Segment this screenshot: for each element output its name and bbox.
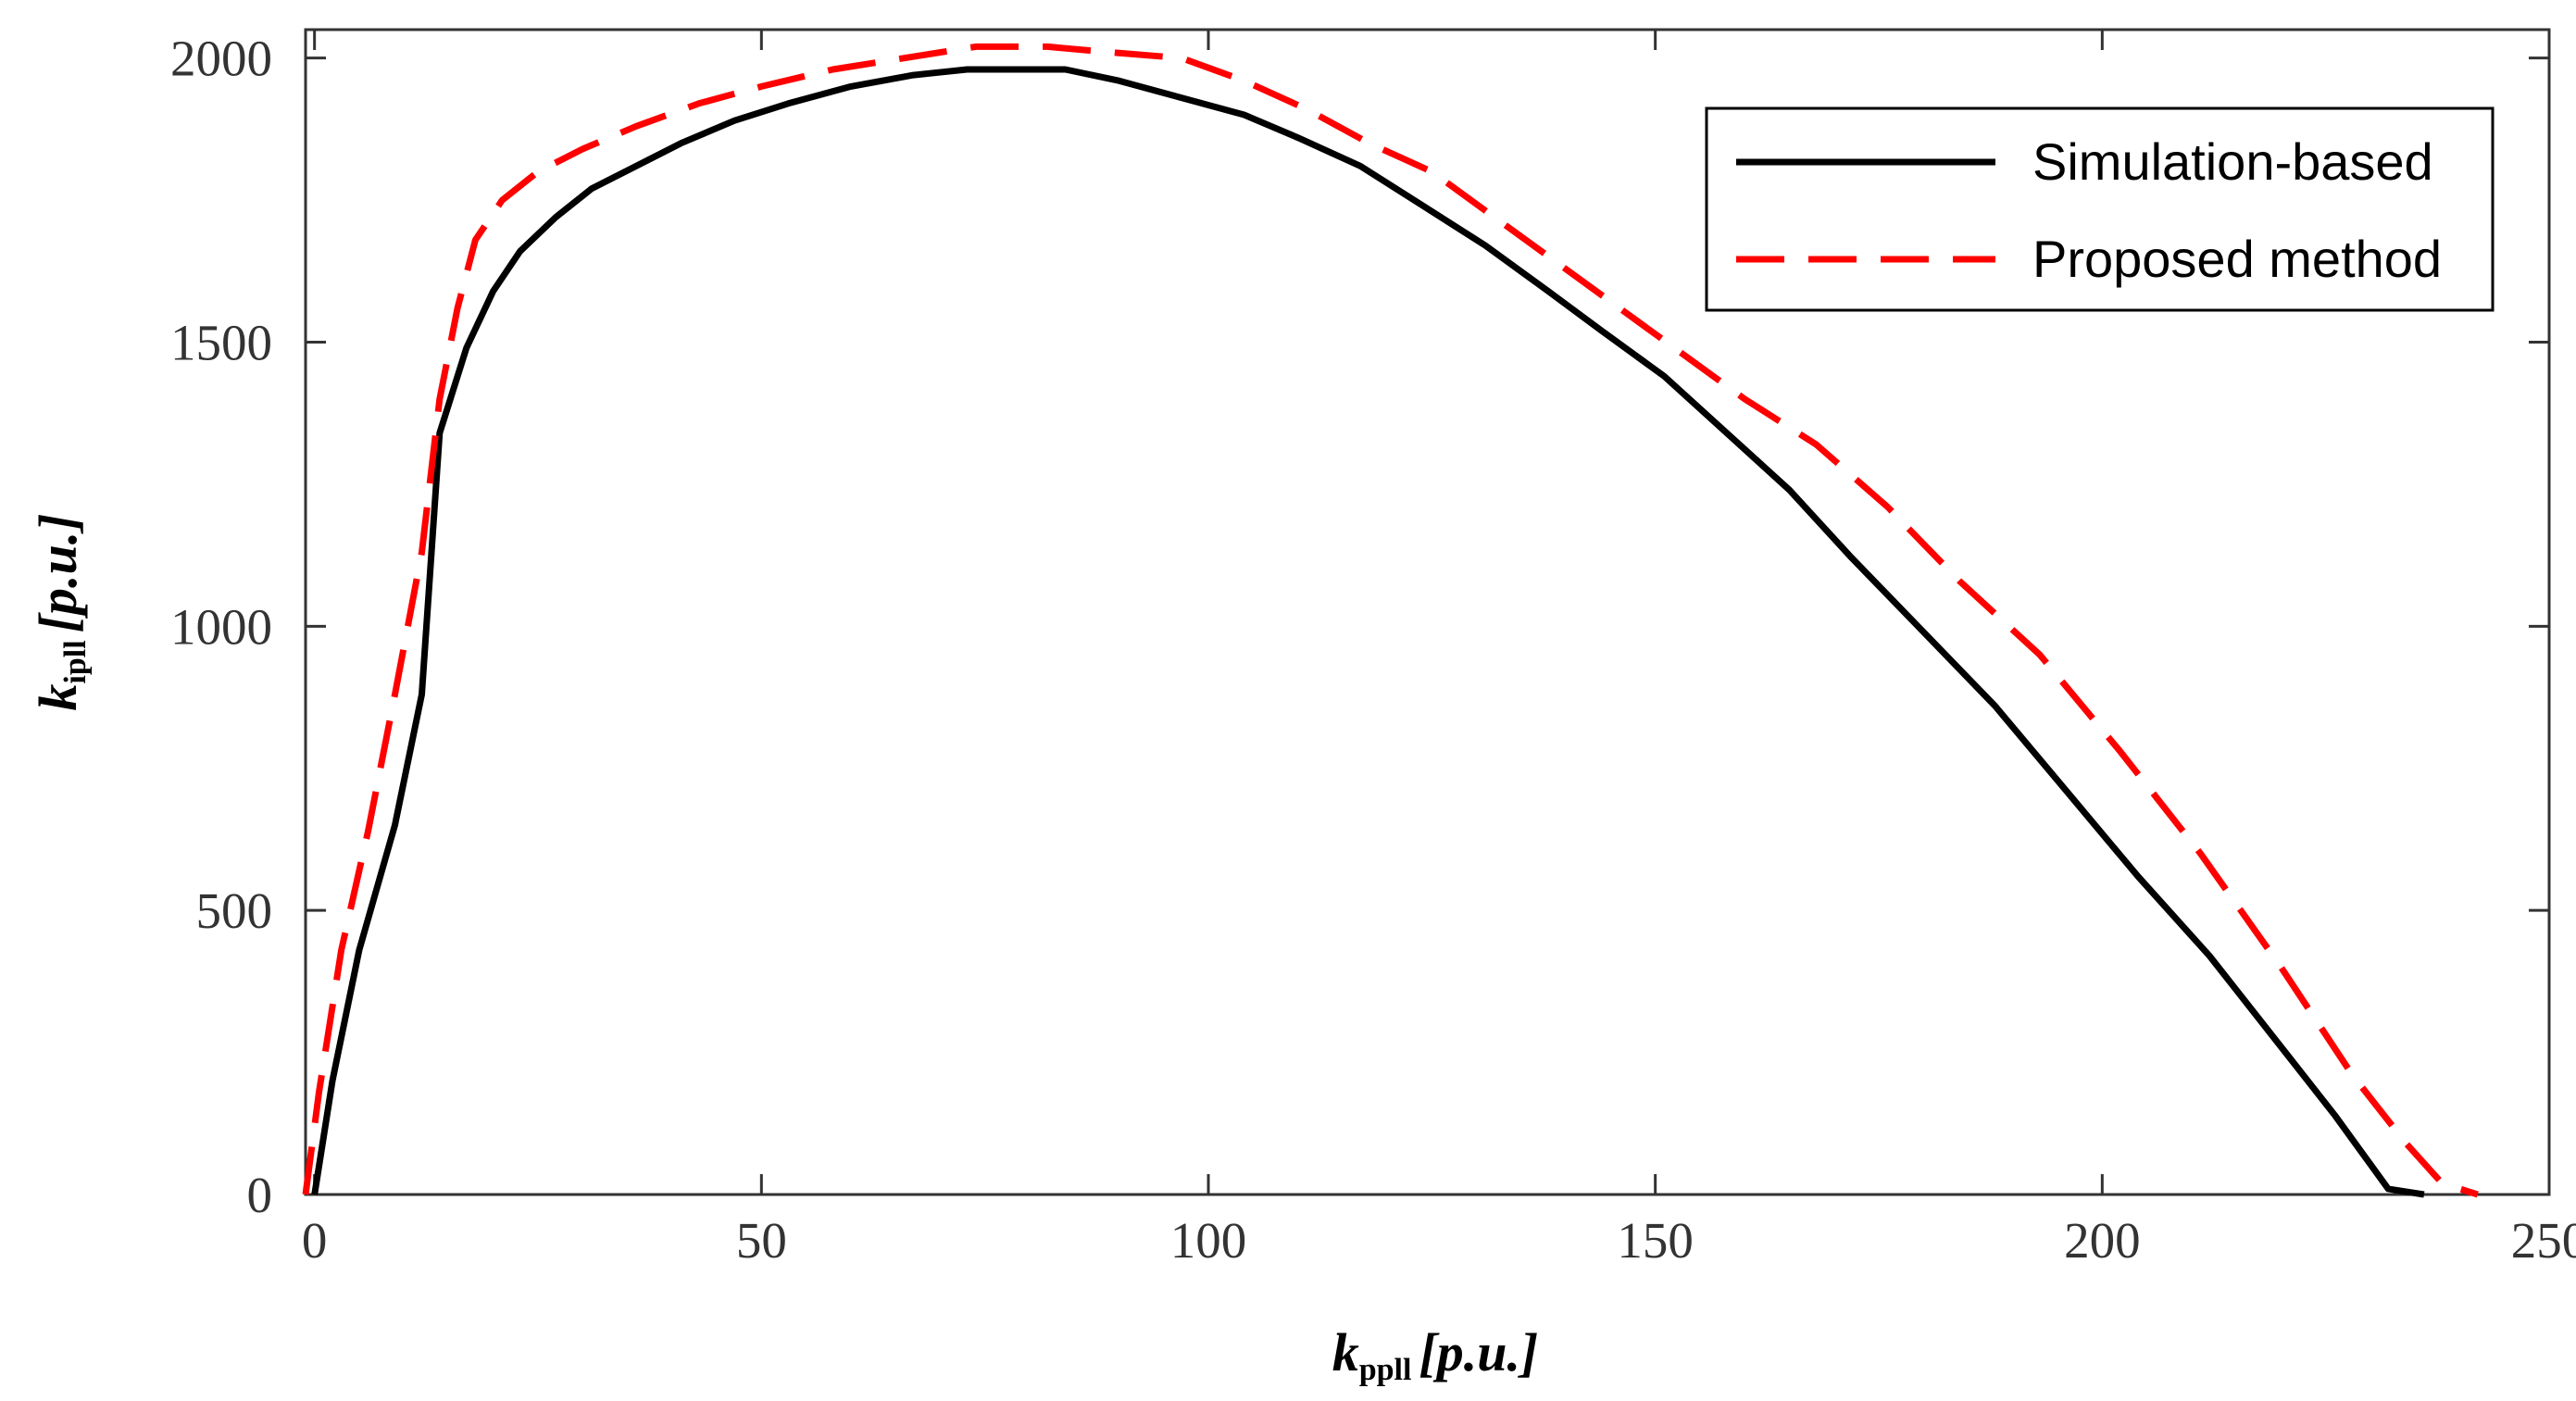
series-layer xyxy=(302,43,2479,1198)
y-tick-label: 1000 xyxy=(170,598,272,655)
x-axis-label: kppll [p.u.] xyxy=(1332,1322,1539,1387)
series-line-proposed-method xyxy=(302,43,2479,1198)
y-tick-label: 2000 xyxy=(170,31,272,87)
series-line-simulation-based xyxy=(311,66,2425,1198)
y-axis-label: kipll[p.u.] xyxy=(28,513,93,710)
y-axis-ticks: 0 500 1000 1500 2000 xyxy=(170,31,2549,1223)
x-tick-label: 100 xyxy=(1170,1212,1247,1269)
x-tick-label: 200 xyxy=(2064,1212,2141,1269)
plot-frame xyxy=(304,28,2551,1196)
x-tick-label: 0 xyxy=(302,1212,328,1269)
legend-box xyxy=(1705,106,2495,312)
x-tick-label: 150 xyxy=(1617,1212,1694,1269)
x-tick-label: 50 xyxy=(736,1212,787,1269)
legend: Simulation-based Proposed method xyxy=(1705,106,2495,312)
x-tick-label: 250 xyxy=(2511,1212,2576,1269)
y-tick-label: 1500 xyxy=(170,315,272,371)
y-tick-label: 0 xyxy=(247,1167,273,1223)
x-axis-ticks: 0 50 100 150 200 250 xyxy=(302,30,2576,1269)
legend-label-proposed: Proposed method xyxy=(2032,230,2442,288)
legend-label-simulation: Simulation-based xyxy=(2032,132,2433,191)
y-tick-label: 500 xyxy=(196,882,273,939)
